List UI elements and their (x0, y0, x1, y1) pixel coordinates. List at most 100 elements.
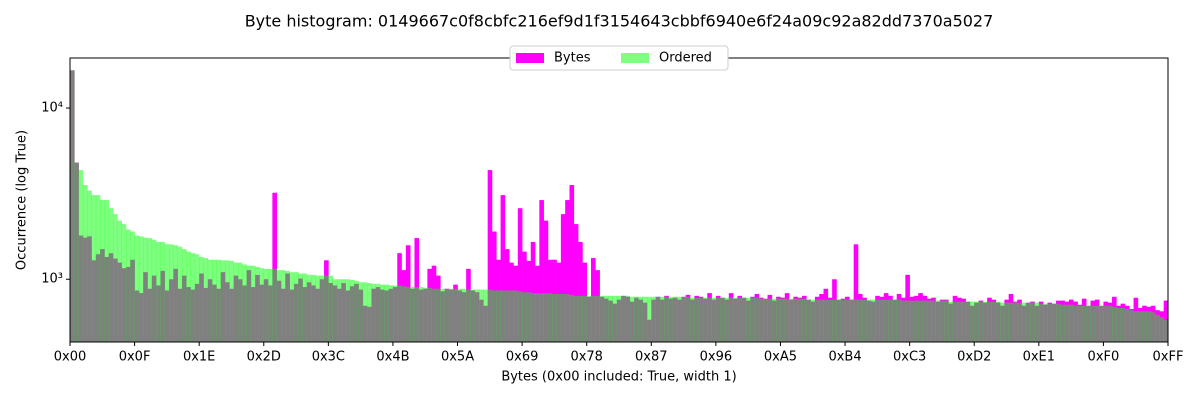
bar (853, 244, 859, 342)
bar (565, 200, 570, 342)
bar (836, 299, 842, 342)
bar (767, 298, 773, 342)
bar (1017, 302, 1022, 342)
bar (78, 170, 84, 342)
bar (117, 220, 122, 342)
bar (349, 279, 355, 342)
bar (711, 297, 717, 342)
bar (539, 293, 544, 342)
bar (156, 242, 161, 342)
bar (181, 249, 187, 342)
x-tick-label: 0x0F (119, 350, 151, 365)
bar (862, 299, 867, 342)
bar (707, 297, 712, 342)
bar (560, 214, 566, 342)
bar (664, 296, 669, 342)
bar (345, 279, 351, 342)
bar (651, 296, 656, 342)
bar (371, 283, 377, 342)
bar (272, 192, 277, 342)
bar (758, 298, 764, 342)
x-tick-label: 0xE1 (1023, 350, 1055, 365)
bar (293, 272, 299, 342)
bar (1133, 311, 1139, 342)
bar (280, 270, 286, 342)
bar (186, 251, 191, 342)
bar (1008, 302, 1014, 342)
bar (319, 275, 325, 342)
bar (255, 266, 260, 342)
bar (591, 295, 596, 342)
bar (104, 200, 110, 342)
bar (444, 288, 450, 342)
bar (849, 299, 854, 342)
bar (491, 231, 497, 342)
bar (543, 220, 549, 342)
bar (668, 296, 674, 342)
bar (535, 293, 540, 342)
x-tick-label: 0x00 (54, 350, 87, 365)
bar (87, 190, 92, 342)
bar (982, 301, 988, 342)
bar (268, 268, 273, 342)
bar (599, 295, 605, 342)
bar (857, 299, 863, 342)
bar (926, 300, 932, 342)
bar (634, 296, 639, 342)
x-axis-label: Bytes (0x00 included: True, width 1) (501, 370, 736, 385)
bar (405, 287, 411, 342)
bar (922, 300, 928, 342)
x-tick-label: 0x3C (312, 350, 345, 365)
bar (1099, 305, 1104, 342)
bar (233, 262, 239, 342)
x-tick-label: 0x4B (376, 350, 409, 365)
bar (931, 300, 936, 342)
bar (491, 290, 497, 342)
bar (530, 293, 536, 342)
bar (978, 301, 984, 342)
bar (1012, 302, 1018, 342)
bar (1047, 303, 1053, 342)
bar (539, 200, 544, 342)
legend-swatch (516, 53, 544, 63)
bar (896, 299, 902, 342)
x-tick-label: 0xFF (1153, 350, 1184, 365)
bar (789, 298, 794, 342)
bar (1137, 311, 1143, 342)
bar (143, 237, 148, 342)
bar (177, 246, 183, 342)
bar (500, 195, 506, 342)
bar (336, 279, 342, 342)
bar (1038, 303, 1044, 342)
legend: Bytes Ordered (509, 45, 729, 71)
bar (311, 274, 316, 342)
bar (780, 298, 786, 342)
bar (944, 300, 949, 342)
bar (879, 299, 885, 342)
bar (194, 254, 200, 342)
bar (724, 297, 730, 342)
bar (1120, 307, 1126, 342)
bar (582, 295, 588, 342)
bar (1073, 305, 1078, 342)
bar (565, 294, 570, 342)
bar (672, 296, 678, 342)
bar (1094, 305, 1100, 342)
bar (883, 299, 889, 342)
bar (681, 296, 687, 342)
bar (578, 242, 583, 342)
bar (522, 292, 527, 342)
bar (517, 208, 523, 342)
bar (728, 297, 734, 342)
bar (1086, 305, 1091, 342)
bar (259, 268, 265, 342)
bar (453, 288, 458, 342)
bar (207, 259, 213, 342)
bar (487, 289, 493, 342)
bar (276, 270, 282, 342)
bar (362, 282, 368, 342)
bar (130, 231, 135, 342)
bar (552, 294, 557, 342)
bar (246, 265, 252, 342)
bar (1060, 304, 1065, 342)
